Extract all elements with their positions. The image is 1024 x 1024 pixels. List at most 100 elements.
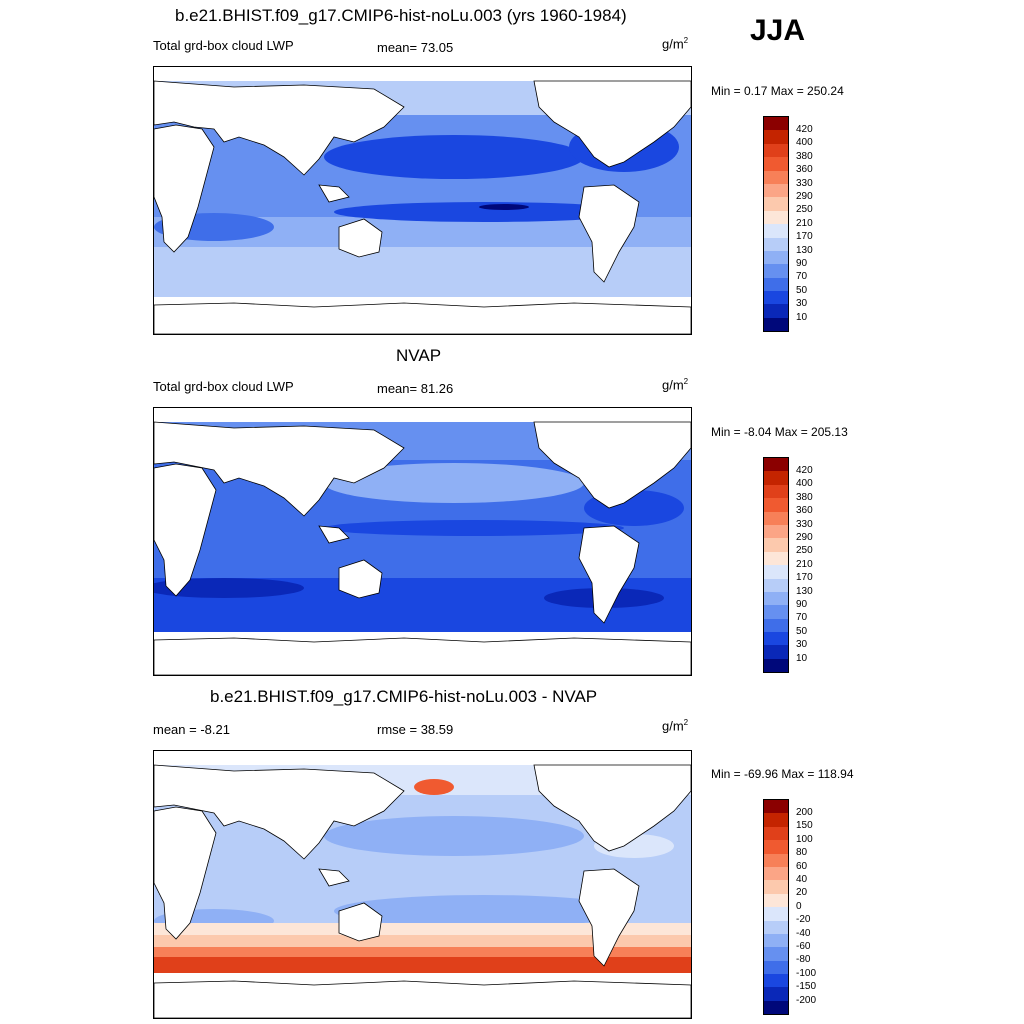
- colorbar-swatch: [764, 197, 788, 211]
- panel-2-map: [153, 407, 692, 676]
- colorbar-swatch: [764, 605, 788, 619]
- colorbar-tick-label: 330: [796, 177, 813, 189]
- colorbar-swatch: [764, 826, 788, 841]
- colorbar-swatch: [764, 866, 788, 881]
- colorbar-swatch: [764, 183, 788, 198]
- colorbar-tick-label: -80: [796, 954, 811, 966]
- panel-3-minmax: Min = -69.96 Max = 118.94: [711, 767, 854, 781]
- panel-3-rmse-label: rmse = 38.59: [377, 722, 454, 737]
- colorbar-tick-label: 10: [796, 311, 808, 323]
- colorbar-tick-label: -60: [796, 941, 811, 952]
- colorbar-swatch: [764, 632, 788, 646]
- colorbar-tick-label: 250: [796, 545, 813, 557]
- panel-1-variable-label: Total grd-box cloud LWP: [153, 38, 294, 53]
- colorbar-swatch: [764, 170, 788, 184]
- colorbar-swatch: [764, 277, 788, 292]
- colorbar-tick-label: 420: [796, 465, 813, 476]
- colorbar-swatch: [764, 498, 788, 512]
- season-label: JJA: [750, 14, 806, 47]
- panel-2-variable-label: Total grd-box cloud LWP: [153, 379, 294, 394]
- colorbar-tick-label: 70: [796, 271, 808, 283]
- colorbar-tick-label: 60: [796, 860, 808, 872]
- colorbar-swatch: [764, 947, 788, 961]
- colorbar-swatch: [764, 157, 788, 171]
- colorbar-tick-label: 30: [796, 639, 808, 651]
- colorbar-swatch: [764, 1000, 788, 1015]
- colorbar-swatch: [764, 907, 788, 921]
- colorbar-swatch: [764, 471, 788, 485]
- panel-2-minmax: Min = -8.04 Max = 205.13: [711, 425, 848, 439]
- panel-3-map: [153, 750, 692, 1019]
- colorbar-tick-label: 400: [796, 478, 813, 490]
- colorbar-tick-label: 360: [796, 505, 813, 517]
- colorbar-swatch: [764, 578, 788, 592]
- colorbar-swatch: [764, 130, 788, 144]
- colorbar-swatch: [764, 813, 788, 827]
- colorbar-swatch: [764, 117, 788, 131]
- colorbar-swatch: [764, 143, 788, 158]
- colorbar-swatch: [764, 645, 788, 659]
- colorbar-swatch: [764, 317, 788, 332]
- colorbar-tick-label: 170: [796, 231, 813, 243]
- colorbar-swatch: [764, 538, 788, 552]
- colorbar-swatch: [764, 250, 788, 265]
- colorbar-swatch: [764, 264, 788, 278]
- colorbar-swatch: [764, 974, 788, 988]
- colorbar-tick-label: 210: [796, 217, 813, 229]
- colorbar-swatch: [764, 524, 788, 539]
- colorbar-tick-label: 130: [796, 244, 813, 256]
- colorbar-swatch: [764, 224, 788, 238]
- colorbar-swatch: [764, 304, 788, 318]
- colorbar-tick-label: 170: [796, 572, 813, 584]
- panel-3-title: b.e21.BHIST.f09_g17.CMIP6-hist-noLu.003 …: [210, 687, 598, 706]
- colorbar-swatch: [764, 618, 788, 633]
- colorbar-tick-label: -20: [796, 914, 811, 926]
- colorbar-swatch: [764, 840, 788, 854]
- colorbar-tick-label: 80: [796, 847, 808, 859]
- colorbar-swatch: [764, 893, 788, 908]
- colorbar-tick-label: -100: [796, 967, 817, 979]
- colorbar-swatch: [764, 484, 788, 499]
- panel-1-units: g/m2: [662, 36, 689, 52]
- panel-2-colorbar: [763, 457, 789, 674]
- colorbar-swatch: [764, 511, 788, 525]
- colorbar-swatch: [764, 658, 788, 673]
- colorbar-tick-label: 330: [796, 518, 813, 530]
- colorbar-tick-label: 50: [796, 625, 808, 637]
- colorbar-tick-label: 290: [796, 191, 813, 202]
- panel-2-units: g/m2: [662, 377, 689, 393]
- panel-1-title: b.e21.BHIST.f09_g17.CMIP6-hist-noLu.003 …: [175, 6, 627, 25]
- colorbar-tick-label: 210: [796, 558, 813, 570]
- colorbar-swatch: [764, 987, 788, 1001]
- colorbar-tick-label: 420: [796, 124, 813, 135]
- colorbar-tick-label: 30: [796, 298, 808, 310]
- colorbar-swatch: [764, 853, 788, 867]
- colorbar-swatch: [764, 880, 788, 894]
- colorbar-tick-label: 40: [796, 874, 808, 885]
- panel-2-mean-label: mean= 81.26: [377, 381, 454, 396]
- colorbar-tick-label: 150: [796, 820, 813, 832]
- colorbar-tick-label: 290: [796, 532, 813, 543]
- colorbar-swatch: [764, 551, 788, 566]
- colorbar-swatch: [764, 210, 788, 225]
- colorbar-tick-label: 0: [796, 900, 802, 912]
- panel-3-colorbar: [763, 799, 789, 1016]
- panel-1-minmax: Min = 0.17 Max = 250.24: [711, 84, 844, 98]
- colorbar-swatch: [764, 565, 788, 579]
- colorbar-tick-label: -200: [796, 994, 817, 1006]
- colorbar-swatch: [764, 960, 788, 975]
- colorbar-swatch: [764, 933, 788, 948]
- colorbar-tick-label: -40: [796, 927, 811, 939]
- colorbar-swatch: [764, 291, 788, 305]
- colorbar-tick-label: 10: [796, 652, 808, 664]
- colorbar-tick-label: 200: [796, 807, 813, 818]
- panel-3-units: g/m2: [662, 718, 689, 734]
- colorbar-tick-label: -150: [796, 981, 817, 993]
- colorbar-swatch: [764, 920, 788, 934]
- colorbar-tick-label: 130: [796, 585, 813, 597]
- colorbar-tick-label: 50: [796, 284, 808, 296]
- colorbar-swatch: [764, 237, 788, 251]
- panel-1-map: [153, 66, 692, 335]
- colorbar-tick-label: 20: [796, 887, 808, 899]
- panel-2-title: NVAP: [396, 346, 442, 365]
